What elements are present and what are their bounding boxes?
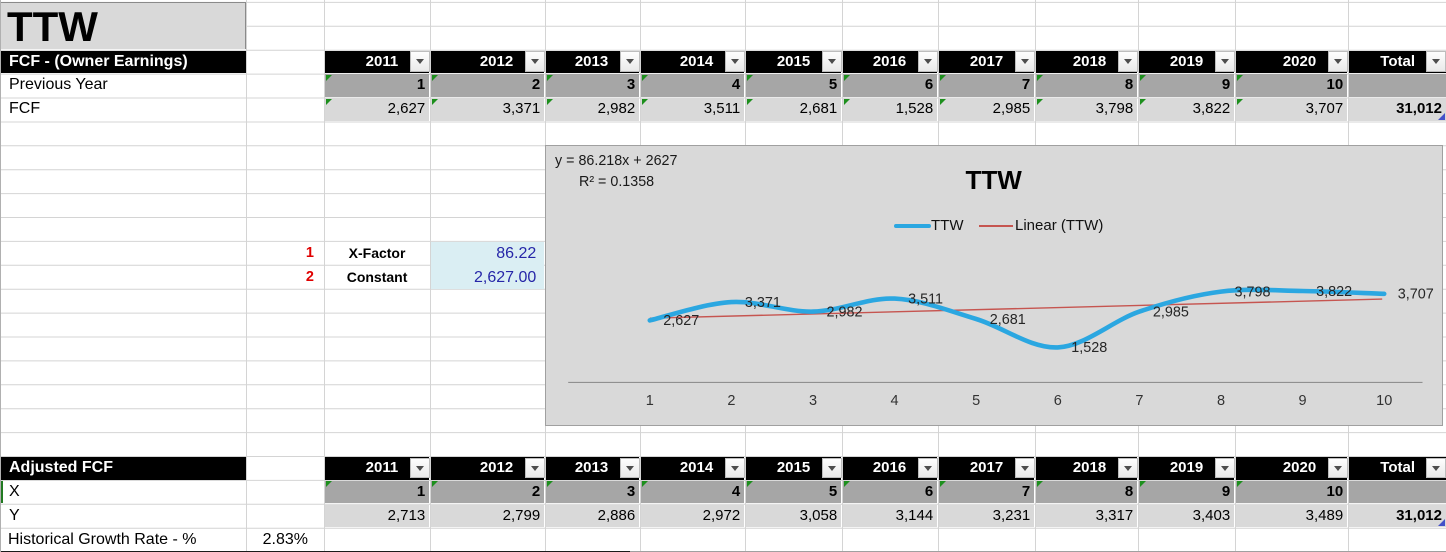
svg-text:3,511: 3,511 <box>908 292 943 308</box>
svg-text:3,707: 3,707 <box>1397 287 1433 303</box>
svg-text:1,528: 1,528 <box>1071 340 1107 356</box>
svg-text:3,822: 3,822 <box>1316 284 1352 300</box>
svg-text:2,985: 2,985 <box>1152 305 1188 321</box>
svg-text:3,798: 3,798 <box>1234 285 1270 301</box>
svg-text:3: 3 <box>808 393 816 409</box>
svg-text:10: 10 <box>1376 393 1392 409</box>
svg-text:2,627: 2,627 <box>663 313 699 329</box>
svg-text:2,681: 2,681 <box>989 312 1025 328</box>
svg-text:8: 8 <box>1216 393 1224 409</box>
svg-text:4: 4 <box>890 393 898 409</box>
svg-text:2: 2 <box>727 393 735 409</box>
svg-text:2,982: 2,982 <box>826 305 862 321</box>
svg-text:6: 6 <box>1053 393 1061 409</box>
svg-text:1: 1 <box>645 393 653 409</box>
svg-text:5: 5 <box>972 393 980 409</box>
svg-text:3,371: 3,371 <box>744 295 780 311</box>
svg-text:9: 9 <box>1298 393 1306 409</box>
svg-text:7: 7 <box>1135 393 1143 409</box>
